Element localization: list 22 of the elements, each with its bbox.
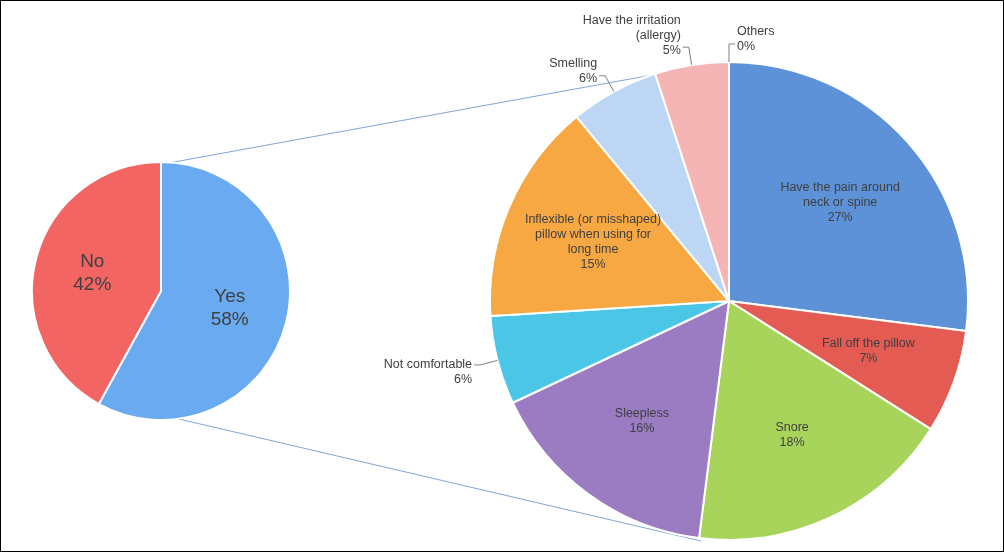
data-label: 6%: [579, 71, 598, 86]
data-label: 27%: [827, 210, 853, 225]
slice-label: Yes: [214, 285, 246, 307]
text: 0%: [737, 39, 756, 54]
data-label: 16%: [629, 420, 655, 435]
slice-label: Inflexible (or misshaped) pillow when using for long time: [524, 212, 662, 257]
data-label: 15%: [580, 257, 606, 272]
data-label: 18%: [779, 435, 805, 450]
data-label: 6%: [454, 372, 473, 387]
data-label: 58%: [210, 308, 249, 330]
slice-label: Smelling: [549, 56, 598, 71]
data-label: 42%: [73, 272, 112, 294]
data-label: 5%: [662, 42, 681, 57]
slice-label: Sleepless: [614, 405, 669, 420]
slice-label: Have the pain around neck or spine: [780, 180, 900, 210]
slice-label: Have the irritation (allergy): [582, 12, 681, 42]
data-label: 7%: [859, 351, 878, 366]
category-label: Others: [737, 24, 775, 39]
slice-label: Fall off the pillow: [821, 336, 916, 351]
slice-label: No: [80, 250, 105, 272]
slice-label: Snore: [775, 420, 809, 435]
slice-label: Not comfortable: [383, 357, 473, 372]
